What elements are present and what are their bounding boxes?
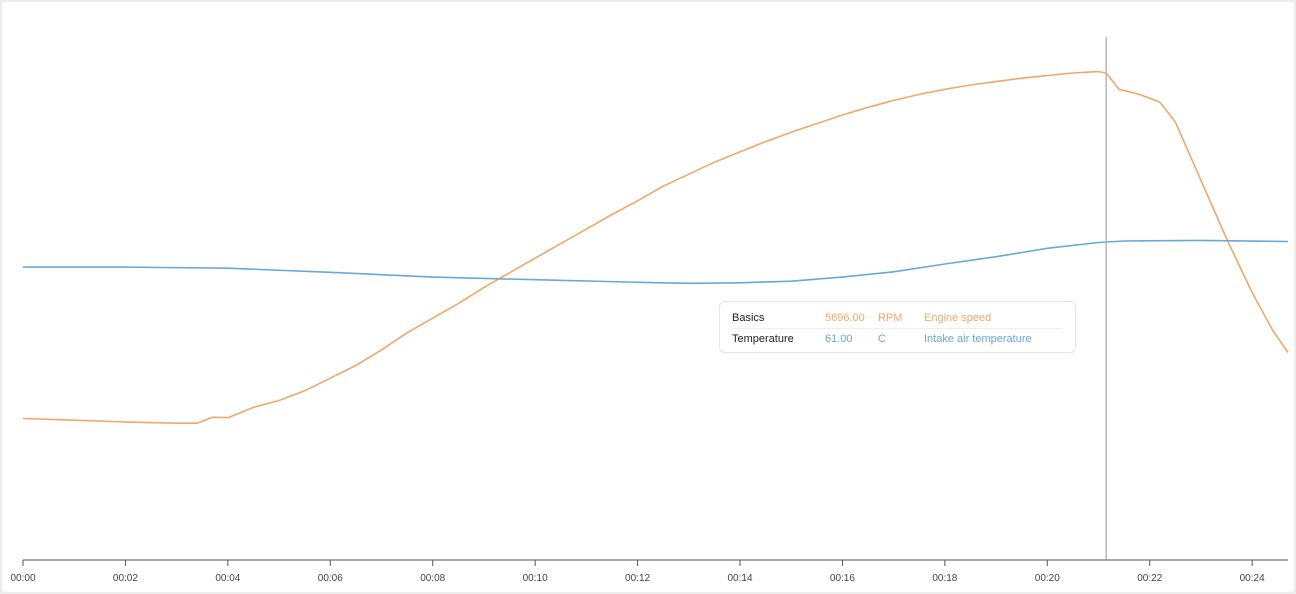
x-tick-label: 00:10 xyxy=(523,573,548,584)
tooltip-unit: RPM xyxy=(878,312,903,324)
x-tick-label: 00:02 xyxy=(113,573,138,584)
x-tick-label: 00:14 xyxy=(727,573,752,584)
tooltip-unit: C xyxy=(878,333,886,345)
x-tick-label: 00:04 xyxy=(215,573,240,584)
x-axis-ticks: 00:00 00:02 00:04 00:06 00:08 00:10 00:12 00:14… xyxy=(10,560,1265,584)
tooltip-group-label: Temperature xyxy=(732,333,794,345)
x-tick-label: 00:12 xyxy=(625,573,650,584)
tooltip-group-label: Basics xyxy=(732,312,765,324)
x-tick-label: 00:24 xyxy=(1240,573,1265,584)
tooltip-row-temperature: Temperature 61.00 C Intake air temperatu… xyxy=(732,328,1063,349)
tooltip-value: 61.00 xyxy=(825,333,853,345)
x-tick-label: 00:22 xyxy=(1137,573,1162,584)
tooltip-row-basics: Basics 5696.00 RPM Engine speed xyxy=(732,308,1063,328)
hover-tooltip: Basics 5696.00 RPM Engine speed Temperat… xyxy=(719,301,1076,353)
series-line-intake-air-temperature xyxy=(23,239,1289,285)
x-tick-label: 00:16 xyxy=(830,573,855,584)
tooltip-description: Intake air temperature xyxy=(924,333,1032,345)
tooltip-value: 5696.00 xyxy=(825,312,865,324)
tooltip-description: Engine speed xyxy=(924,312,992,324)
series-line-engine-speed xyxy=(22,70,1289,425)
x-tick-label: 00:06 xyxy=(318,573,343,584)
x-tick-label: 00:18 xyxy=(932,573,957,584)
series-layer xyxy=(22,70,1289,425)
x-tick-label: 00:00 xyxy=(10,573,35,584)
x-tick-label: 00:08 xyxy=(420,573,445,584)
x-tick-label: 00:20 xyxy=(1035,573,1060,584)
